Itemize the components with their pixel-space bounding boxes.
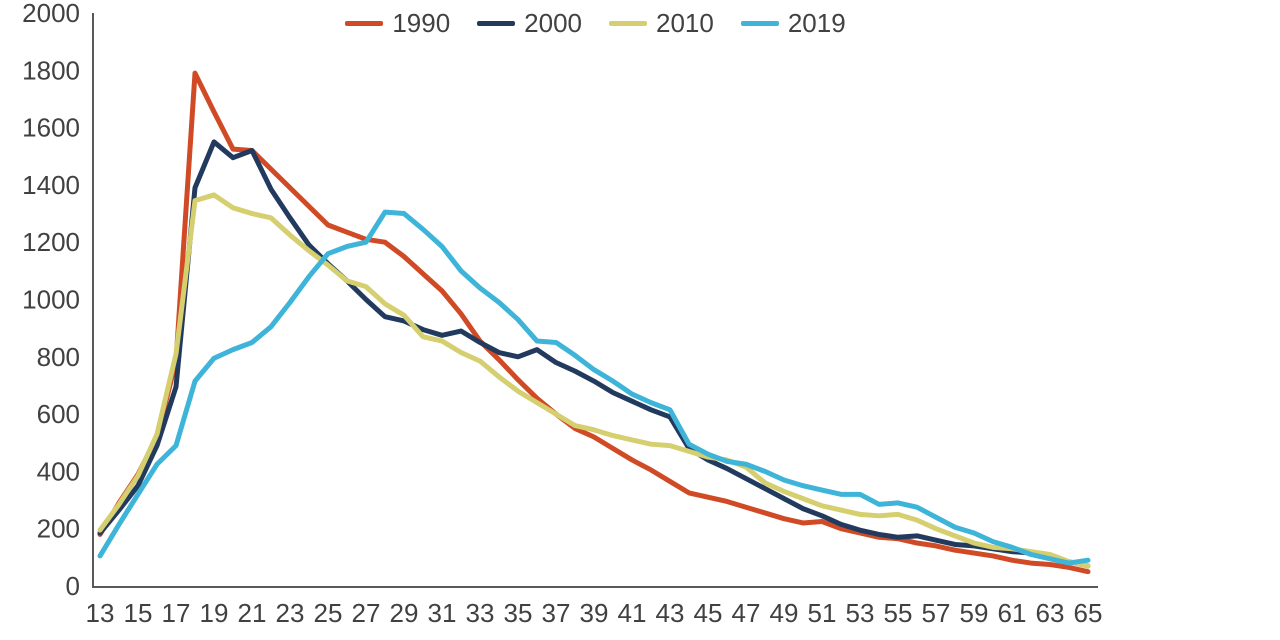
y-tick-label: 1000 (22, 285, 80, 315)
x-tick-label: 49 (770, 598, 799, 628)
x-tick-label: 59 (960, 598, 989, 628)
x-tick-label: 45 (694, 598, 723, 628)
y-tick-label: 400 (37, 456, 80, 486)
y-tick-label: 600 (37, 399, 80, 429)
x-tick-label: 55 (884, 598, 913, 628)
x-tick-label: 37 (542, 598, 571, 628)
x-tick-label: 65 (1074, 598, 1103, 628)
x-tick-label: 41 (618, 598, 647, 628)
x-tick-label: 23 (276, 598, 305, 628)
y-tick-label: 1200 (22, 227, 80, 257)
series-line-1990 (97, 70, 1091, 575)
y-tick-label: 2000 (22, 0, 80, 28)
axis-lines (92, 13, 1098, 588)
x-tick-label: 19 (200, 598, 229, 628)
y-tick-label: 0 (66, 571, 80, 601)
y-tick-label: 1400 (22, 170, 80, 200)
x-tick-label: 43 (656, 598, 685, 628)
series-line-2000 (97, 139, 1091, 569)
x-tick-label: 31 (428, 598, 457, 628)
x-tick-label: 47 (732, 598, 761, 628)
x-tick-label: 33 (466, 598, 495, 628)
x-tick-label: 63 (1036, 598, 1065, 628)
x-tick-label: 39 (580, 598, 609, 628)
x-tick-label: 61 (998, 598, 1027, 628)
x-tick-label: 17 (162, 598, 191, 628)
series-line-2010 (97, 192, 1091, 569)
x-tick-label: 57 (922, 598, 951, 628)
x-tick-label: 29 (390, 598, 419, 628)
y-tick-label: 1600 (22, 113, 80, 143)
y-tick-label: 800 (37, 342, 80, 372)
x-tick-label: 27 (352, 598, 381, 628)
series-line-2019 (97, 209, 1091, 566)
x-tick-label: 51 (808, 598, 837, 628)
x-tick-label: 13 (86, 598, 115, 628)
y-tick-label: 200 (37, 514, 80, 544)
y-tick-label: 1800 (22, 55, 80, 85)
x-tick-label: 25 (314, 598, 343, 628)
x-tick-label: 21 (238, 598, 267, 628)
x-tick-label: 35 (504, 598, 533, 628)
x-tick-label: 15 (124, 598, 153, 628)
x-tick-label: 53 (846, 598, 875, 628)
